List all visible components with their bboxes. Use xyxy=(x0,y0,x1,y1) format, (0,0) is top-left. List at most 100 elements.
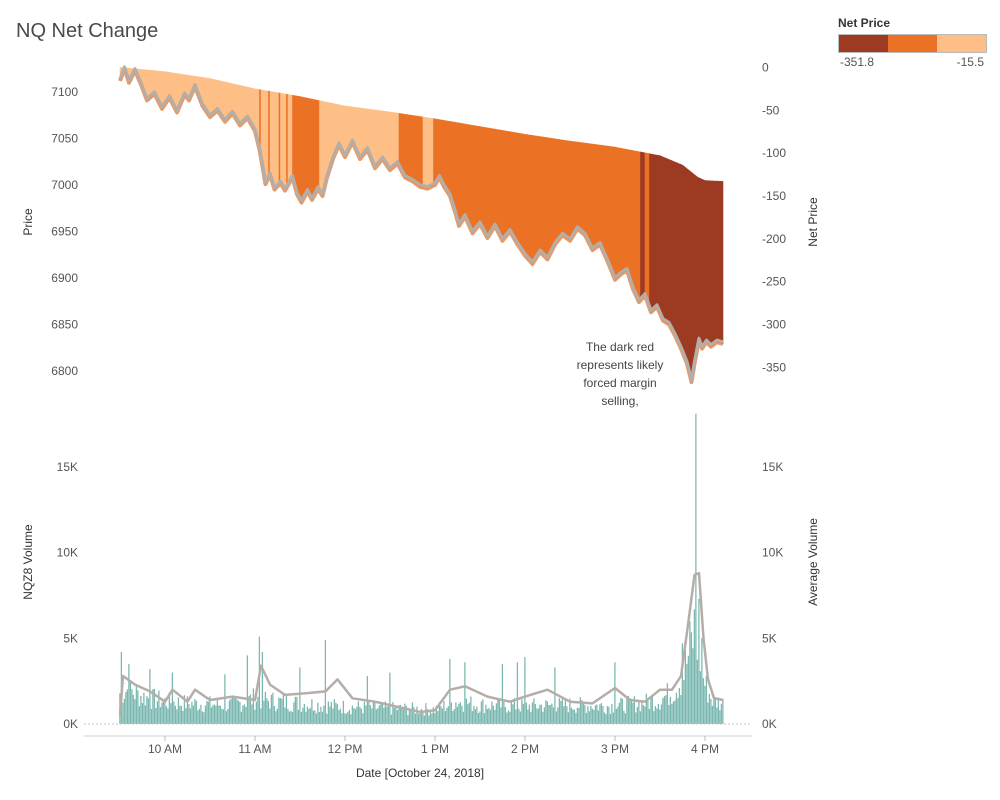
volume-bar xyxy=(156,701,159,724)
volume-bar xyxy=(497,699,499,724)
volume-bar xyxy=(431,713,433,724)
volume-bar xyxy=(218,705,220,724)
volume-bar xyxy=(225,711,228,724)
volume-bar xyxy=(633,696,636,724)
volume-bar xyxy=(386,706,388,724)
volume-bar xyxy=(566,706,568,724)
volume-bar xyxy=(689,621,691,724)
volume-bar xyxy=(357,701,360,724)
volume-bar xyxy=(377,708,379,724)
volume-bar xyxy=(398,705,400,724)
volume-bar xyxy=(281,698,283,724)
volume-bar xyxy=(239,701,241,724)
volume-bar xyxy=(690,632,693,724)
volume-bar xyxy=(257,696,259,724)
volume-bar xyxy=(438,702,441,724)
volume-bar xyxy=(149,669,151,724)
volume-bar xyxy=(198,708,201,724)
volume-bar xyxy=(711,705,714,724)
x-tick-label: 4 PM xyxy=(691,742,719,756)
price-line xyxy=(118,65,724,382)
volume-bar xyxy=(621,698,624,724)
x-tick-label: 2 PM xyxy=(511,742,539,756)
chart-title: NQ Net Change xyxy=(16,20,159,42)
volume-bar xyxy=(422,711,424,724)
volume-bar xyxy=(531,702,534,724)
volume-axis-title: NQZ8 Volume xyxy=(21,524,35,600)
price-axis-title: Price xyxy=(21,208,35,236)
volume-bar xyxy=(669,696,672,724)
volume-bar xyxy=(354,709,357,724)
volume-bar xyxy=(155,708,157,724)
volume-bar xyxy=(588,711,591,724)
net-change-band xyxy=(287,94,293,187)
volume-bar xyxy=(638,701,640,724)
volume-tick-label: 5K xyxy=(63,631,78,645)
volume-bar xyxy=(305,711,307,724)
volume-bar xyxy=(201,711,204,724)
volume-bar xyxy=(476,706,478,724)
volume-bar xyxy=(698,598,700,724)
volume-bar xyxy=(173,701,175,724)
volume-bar xyxy=(152,689,154,724)
legend-min-label: -351.8 xyxy=(840,55,875,69)
volume-bar xyxy=(636,707,639,724)
volume-bar xyxy=(347,711,349,724)
volume-bar xyxy=(300,711,303,724)
volume-bar xyxy=(659,709,661,724)
volume-bar xyxy=(411,702,414,724)
volume-bar xyxy=(216,698,219,724)
volume-bar xyxy=(321,711,324,724)
volume-bar xyxy=(129,679,132,724)
legend-color-bar xyxy=(838,34,987,53)
volume-bar xyxy=(266,698,268,724)
volume-bar xyxy=(323,705,325,724)
volume-bar xyxy=(419,713,421,724)
volume-bar xyxy=(699,671,702,724)
volume-bar xyxy=(140,695,142,724)
volume-bar xyxy=(545,700,547,724)
volume-bar xyxy=(126,689,129,724)
volume-bar xyxy=(314,710,316,724)
volume-bar xyxy=(297,709,300,724)
volume-bar xyxy=(132,695,135,724)
volume-bar xyxy=(177,697,180,724)
volume-bar xyxy=(209,696,211,724)
volume-bar xyxy=(191,701,193,724)
volume-bar xyxy=(203,712,205,724)
volume-bar xyxy=(296,696,298,724)
volume-bar xyxy=(413,706,415,724)
volume-bar xyxy=(707,702,709,724)
volume-bar xyxy=(546,701,549,724)
volume-bar xyxy=(483,713,486,724)
volume-bar xyxy=(606,706,609,724)
volume-bar xyxy=(330,701,333,724)
volume-bar xyxy=(153,688,156,724)
volume-bar xyxy=(597,710,600,724)
volume-bar xyxy=(555,711,558,724)
legend-title: Net Price xyxy=(838,16,891,30)
volume-bar xyxy=(672,701,675,724)
volume-bar xyxy=(428,715,430,724)
volume-bar xyxy=(660,704,663,724)
volume-bar xyxy=(306,706,309,724)
volume-bar xyxy=(656,708,658,724)
legend-swatch-dark xyxy=(839,35,888,52)
net-price-tick-label: -150 xyxy=(762,189,786,203)
volume-bar xyxy=(701,638,703,724)
volume-bar xyxy=(170,703,172,724)
volume-bar xyxy=(708,693,711,724)
volume-bar xyxy=(602,705,604,724)
volume-bar xyxy=(410,709,412,724)
volume-bar xyxy=(174,705,177,724)
volume-bar xyxy=(572,709,574,724)
volume-bar xyxy=(246,655,249,724)
volume-bar xyxy=(312,710,315,724)
volume-bar xyxy=(387,703,390,724)
volume-bar xyxy=(473,705,475,724)
price-tick-label: 7050 xyxy=(51,131,78,145)
volume-bar xyxy=(212,705,214,724)
volume-bar xyxy=(329,706,331,724)
volume-bar xyxy=(363,701,366,724)
volume-bar xyxy=(587,706,589,724)
